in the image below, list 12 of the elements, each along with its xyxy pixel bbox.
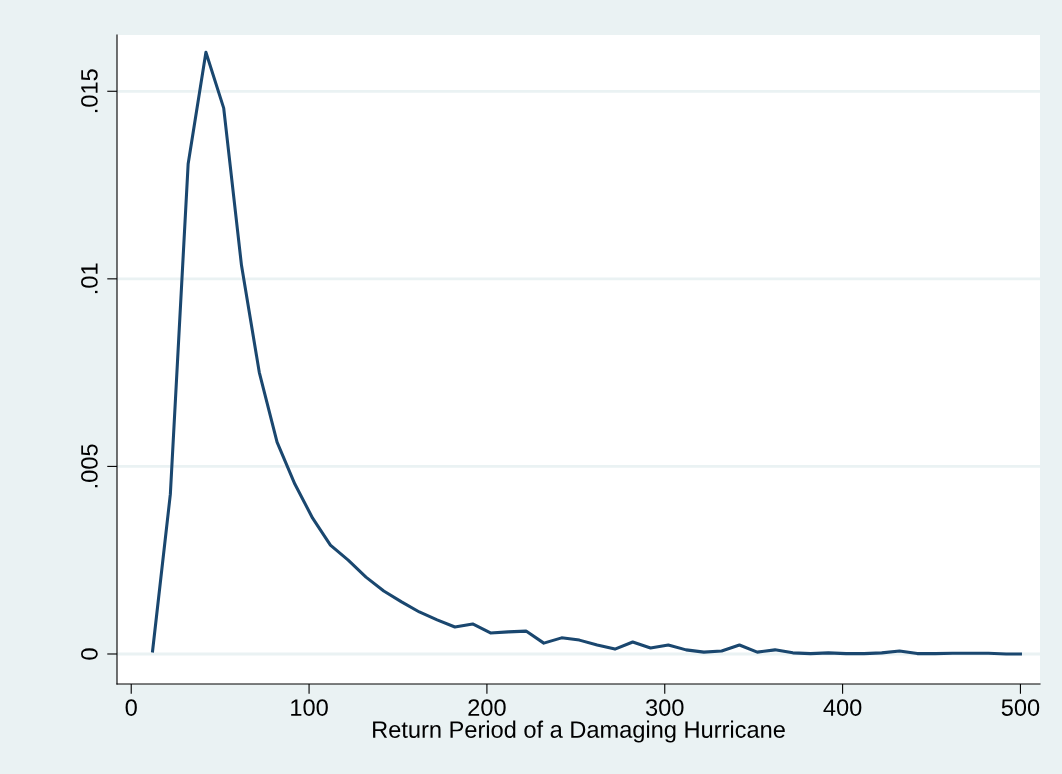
y-tick-label: .015 xyxy=(81,69,98,113)
x-tick-label: 100 xyxy=(291,699,328,716)
x-tick-label: 400 xyxy=(823,699,862,716)
x-tick-label: 300 xyxy=(645,699,684,716)
y-tick-label: .01 xyxy=(81,263,98,294)
y-tick-label: 0 xyxy=(81,648,98,660)
y-tick-label: .005 xyxy=(81,444,98,488)
x-tick-label: 500 xyxy=(1001,699,1040,716)
x-tick-label: 0 xyxy=(125,699,137,716)
x-axis-title: Return Period of a Damaging Hurricane xyxy=(373,720,785,743)
line-series xyxy=(151,50,1022,656)
x-tick-label: 200 xyxy=(468,699,506,716)
